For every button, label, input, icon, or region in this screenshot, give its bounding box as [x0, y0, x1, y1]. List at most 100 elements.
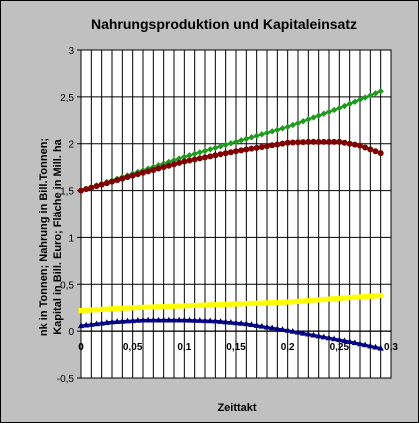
square-marker: [217, 301, 224, 308]
y-tick-label: 3: [68, 46, 74, 57]
triangle-marker: [237, 319, 245, 326]
circle-marker: [295, 139, 301, 146]
triangle-marker: [227, 319, 235, 325]
square-marker: [378, 292, 384, 299]
diamond-marker: [243, 135, 250, 143]
square-marker: [104, 306, 110, 312]
triangle-marker: [294, 328, 302, 335]
diamond-marker: [212, 144, 219, 152]
y-tick-label: 2: [68, 140, 74, 151]
diamond-marker: [258, 131, 266, 138]
triangle-marker: [165, 316, 173, 323]
circle-marker: [181, 158, 188, 165]
diamond-marker: [294, 119, 302, 127]
diamond-marker: [274, 126, 281, 134]
diamond-marker: [320, 110, 328, 117]
square-marker: [78, 307, 84, 314]
circle-marker: [171, 161, 177, 168]
circle-marker: [155, 165, 162, 172]
square-marker: [124, 305, 131, 311]
square-marker: [161, 303, 167, 310]
triangle-marker: [346, 338, 353, 345]
square-marker: [357, 294, 363, 300]
square-marker: [114, 305, 120, 312]
triangle-marker: [356, 340, 364, 347]
square-marker: [362, 293, 368, 300]
diamond-marker: [372, 90, 379, 97]
square-marker: [233, 301, 239, 307]
diamond-marker: [315, 112, 322, 119]
square-marker: [140, 304, 146, 310]
triangle-marker: [129, 317, 136, 324]
circle-marker: [253, 144, 260, 151]
triangle-marker: [217, 318, 224, 324]
circle-marker: [243, 146, 250, 153]
square-marker: [197, 302, 203, 308]
triangle-marker: [315, 332, 322, 339]
square-marker: [341, 295, 348, 301]
circle-marker: [78, 187, 84, 194]
diamond-marker: [336, 104, 343, 112]
circle-marker: [264, 143, 270, 150]
triangle-marker: [248, 321, 255, 328]
circle-marker: [284, 139, 291, 146]
triangle-marker: [377, 344, 384, 351]
diamond-marker: [289, 121, 297, 129]
x-tick-label: 0,3: [384, 342, 398, 353]
square-marker: [336, 295, 342, 301]
series-triangle: [77, 316, 384, 351]
triangle-marker: [341, 337, 348, 344]
circle-marker: [377, 150, 384, 157]
triangle-marker: [310, 331, 317, 338]
square-marker: [372, 293, 379, 299]
circle-marker: [258, 143, 265, 150]
series-circle: [78, 138, 384, 194]
circle-marker: [331, 138, 338, 145]
diamond-marker: [330, 106, 338, 114]
triangle-marker: [150, 316, 157, 323]
x-tick-label: 0,05: [123, 342, 143, 353]
diamond-marker: [299, 118, 307, 125]
triangle-marker: [268, 324, 276, 331]
circle-marker: [124, 174, 131, 181]
triangle-marker: [103, 319, 111, 325]
circle-marker: [320, 138, 327, 145]
diamond-marker: [356, 96, 364, 103]
chart-title: Nahrungsproduktion und Kapitaleinsatz: [91, 16, 357, 32]
circle-marker: [191, 156, 198, 163]
square-marker: [176, 303, 182, 309]
square-marker: [259, 300, 265, 306]
triangle-marker: [351, 339, 359, 346]
circle-marker: [145, 168, 152, 175]
circle-marker: [289, 139, 296, 146]
triangle-marker: [196, 317, 204, 323]
triangle-marker: [124, 317, 131, 324]
diamond-marker: [175, 155, 183, 162]
diamond-marker: [279, 125, 286, 132]
diamond-marker: [186, 152, 193, 159]
diamond-marker: [196, 149, 204, 156]
triangle-marker: [175, 316, 183, 323]
diamond-marker: [351, 98, 359, 105]
square-marker: [300, 298, 306, 304]
square-marker: [145, 304, 151, 310]
x-tick-label: 0,2: [281, 342, 295, 353]
circle-marker: [341, 139, 348, 146]
diamond-marker: [191, 150, 198, 158]
triangle-marker: [330, 335, 338, 342]
circle-marker: [83, 186, 90, 193]
triangle-marker: [119, 317, 126, 324]
diamond-marker: [284, 123, 291, 131]
square-marker: [295, 298, 301, 304]
square-marker: [228, 301, 234, 307]
y-tick-label: 0,5: [60, 280, 74, 291]
triangle-marker: [113, 318, 121, 325]
square-marker: [331, 296, 337, 302]
y-tick-label: 0: [68, 327, 74, 338]
triangle-marker: [191, 317, 198, 323]
triangle-marker: [263, 323, 271, 330]
circle-marker: [315, 138, 322, 145]
square-marker: [305, 297, 311, 304]
